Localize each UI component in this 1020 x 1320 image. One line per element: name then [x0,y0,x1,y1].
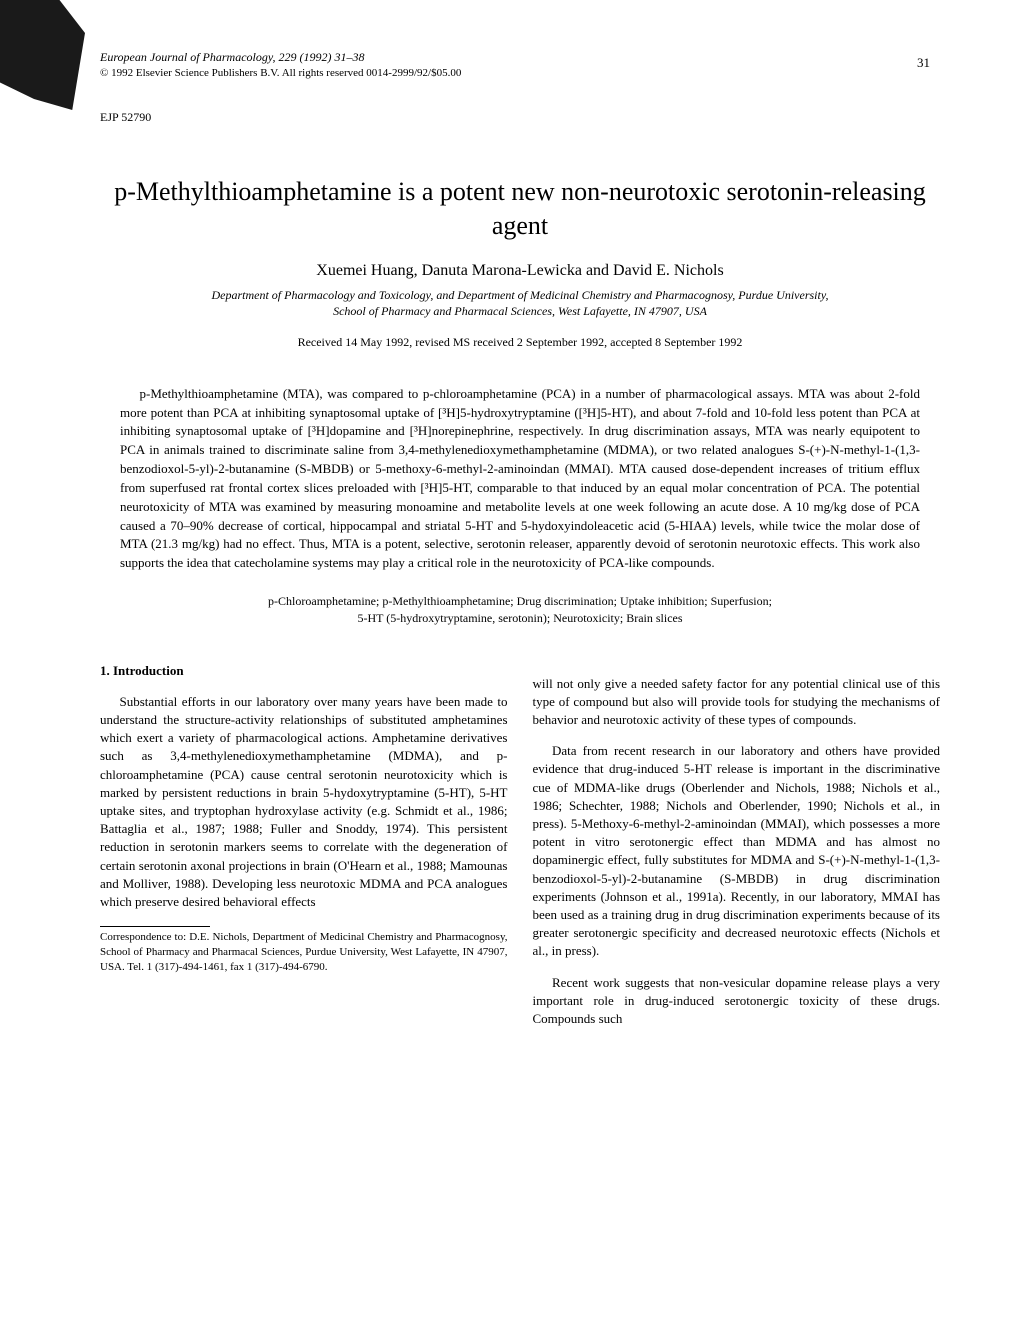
affiliation-line-1: Department of Pharmacology and Toxicolog… [100,288,940,304]
affiliation-line-2: School of Pharmacy and Pharmacal Science… [100,304,940,320]
article-title: p-Methylthioamphetamine is a potent new … [100,175,940,243]
footnote-separator [100,926,210,927]
intro-paragraph-2: Data from recent research in our laborat… [533,742,941,960]
received-dates: Received 14 May 1992, revised MS receive… [100,335,940,350]
copyright-line: © 1992 Elsevier Science Publishers B.V. … [100,66,940,80]
section-heading-introduction: 1. Introduction [100,662,508,680]
authors: Xuemei Huang, Danuta Marona-Lewicka and … [100,262,940,280]
body-columns: 1. Introduction Substantial efforts in o… [100,662,940,1028]
journal-header: European Journal of Pharmacology, 229 (1… [100,50,940,80]
correspondence-footnote: Correspondence to: D.E. Nichols, Departm… [100,930,508,975]
left-column: 1. Introduction Substantial efforts in o… [100,662,508,1028]
intro-paragraph-3: Recent work suggests that non-vesicular … [533,974,941,1029]
article-code: EJP 52790 [100,110,940,125]
abstract: p-Methylthioamphetamine (MTA), was compa… [120,385,920,573]
scan-artifact-corner [0,0,85,110]
intro-paragraph-1: Substantial efforts in our laboratory ov… [100,693,508,911]
journal-citation: European Journal of Pharmacology, 229 (1… [100,50,940,66]
keywords-line-2: 5-HT (5-hydroxytryptamine, serotonin); N… [160,610,880,627]
affiliation: Department of Pharmacology and Toxicolog… [100,288,940,319]
keywords-line-1: p-Chloroamphetamine; p-Methylthioampheta… [160,593,880,610]
intro-paragraph-1-cont: will not only give a needed safety facto… [533,675,941,730]
page: European Journal of Pharmacology, 229 (1… [0,0,1020,1320]
keywords: p-Chloroamphetamine; p-Methylthioampheta… [160,593,880,627]
right-column: will not only give a needed safety facto… [533,662,941,1028]
page-number: 31 [917,55,930,71]
